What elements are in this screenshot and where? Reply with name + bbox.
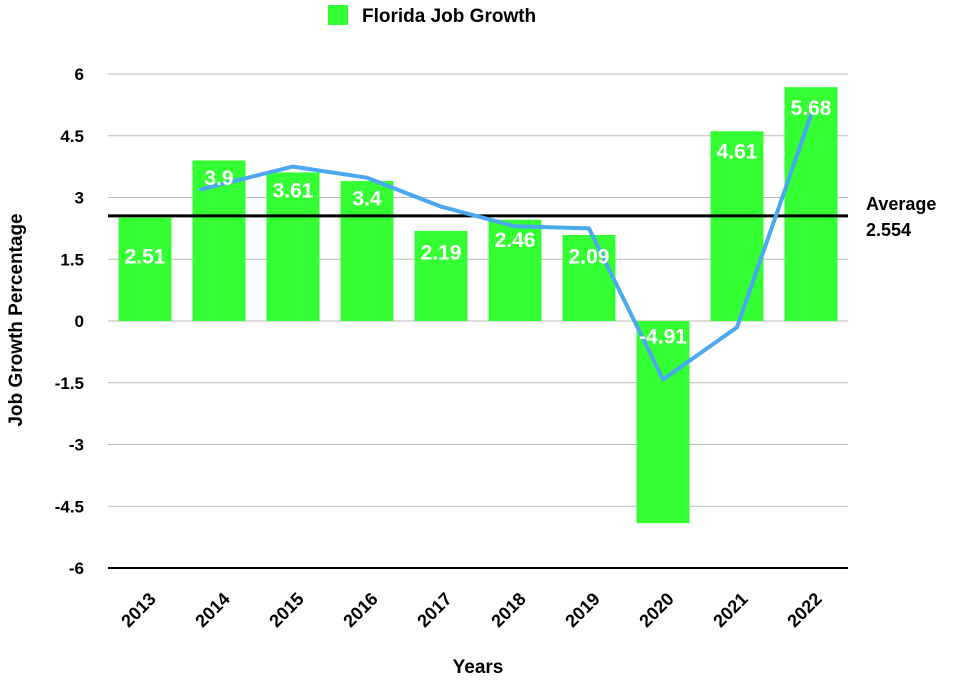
data-labels: 2.51 3.9 3.61 3.4 2.19 2.46 2.09 -4.91 4.61 5.68	[125, 97, 832, 348]
bar	[414, 230, 468, 321]
y-tick-label: 1.5	[60, 250, 84, 269]
legend: Florida Job Growth	[328, 5, 536, 27]
x-tick-label: 2021	[709, 589, 751, 631]
bar	[340, 181, 394, 321]
data-label: 4.61	[717, 140, 758, 163]
y-tick-label: 0	[75, 312, 84, 331]
bar	[118, 217, 172, 321]
bar	[266, 172, 320, 321]
bar	[710, 131, 764, 321]
bar	[784, 87, 838, 321]
y-axis-title: Job Growth Percentage	[6, 213, 27, 426]
trend-line	[199, 113, 813, 382]
x-tick-label: 2016	[339, 589, 381, 631]
data-label: 5.68	[791, 97, 832, 120]
data-label: 3.9	[204, 167, 233, 190]
y-tick-label: 3	[75, 189, 84, 208]
y-tick-labels: 6 4.5 3 1.5 0 -1.5 -3 -4.5 -6	[55, 65, 84, 578]
bar	[636, 321, 690, 524]
y-tick-label: 6	[75, 65, 84, 84]
average-label: Average	[866, 194, 936, 214]
data-label: 2.19	[421, 241, 462, 264]
y-tick-label: -1.5	[55, 374, 84, 393]
data-label: 3.61	[273, 180, 314, 203]
data-label: 2.09	[569, 245, 610, 268]
legend-swatch	[328, 5, 348, 25]
x-tick-label: 2018	[487, 589, 529, 631]
data-label: 2.46	[495, 229, 536, 252]
y-tick-label: -6	[69, 559, 84, 578]
average-value: 2.554	[866, 220, 911, 240]
data-label: 2.51	[125, 245, 166, 268]
x-tick-label: 2017	[413, 589, 455, 631]
data-label: 3.4	[352, 188, 382, 211]
x-tick-label: 2013	[117, 589, 159, 631]
x-tick-label: 2014	[191, 589, 233, 631]
legend-label: Florida Job Growth	[362, 6, 536, 27]
x-tick-label: 2019	[561, 589, 603, 631]
y-tick-label: -4.5	[55, 497, 84, 516]
y-tick-label: -3	[69, 436, 84, 455]
bar	[562, 234, 616, 321]
data-label: -4.91	[639, 326, 687, 349]
bar	[488, 219, 542, 321]
x-axis-title: Years	[453, 657, 504, 678]
x-tick-labels: 2013 2014 2015 2016 2017 2018 2019 2020 2021 2022	[117, 589, 825, 631]
x-tick-label: 2020	[635, 589, 677, 631]
x-tick-label: 2022	[783, 589, 825, 631]
y-tick-label: 4.5	[60, 127, 84, 146]
bars	[118, 87, 838, 524]
x-tick-label: 2015	[265, 589, 307, 631]
